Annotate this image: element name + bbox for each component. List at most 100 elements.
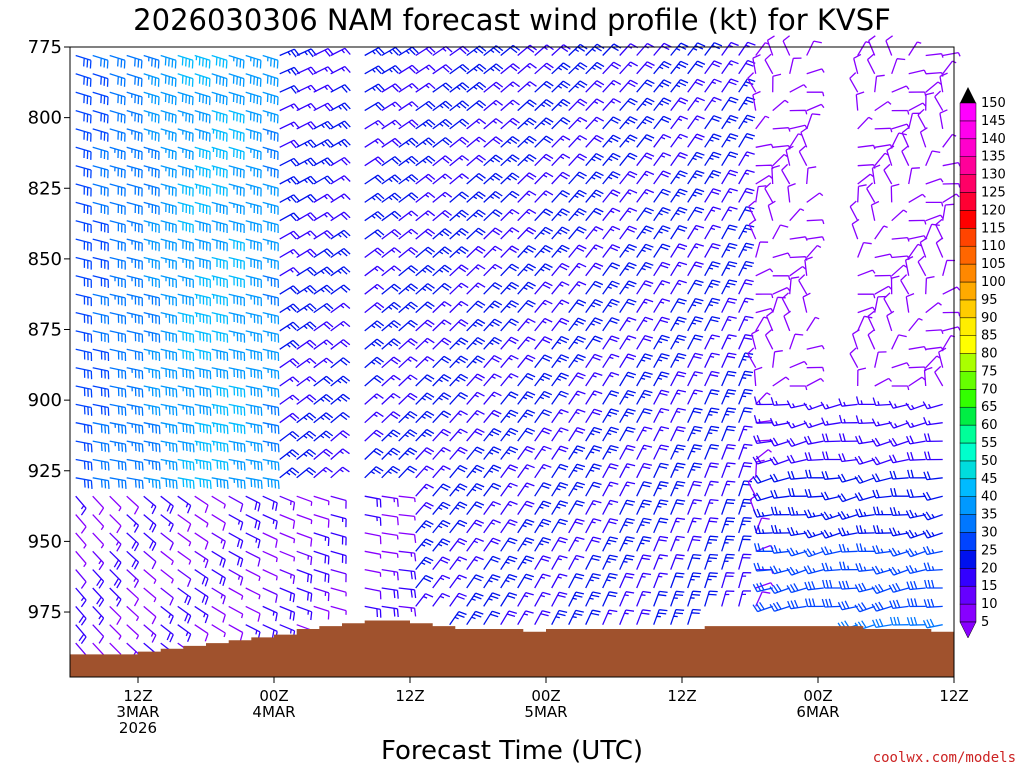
wind-barb [534,445,552,460]
wind-barb [636,207,654,222]
wind-barb [820,546,841,556]
wind-barb [483,610,501,626]
wind-barb [398,192,419,203]
wind-barb [568,62,588,75]
wind-barb [917,255,927,277]
wind-barb [279,303,300,314]
wind-barb [806,91,825,97]
wind-barb [330,47,351,57]
wind-barb [653,243,671,258]
wind-barb [449,264,469,277]
wind-barb [755,591,771,607]
wind-barb [449,592,467,607]
wind-barb [755,42,770,56]
wind-barb [398,174,419,185]
wind-barb [160,532,174,551]
wind-barb [398,210,419,222]
colorbar-label: 55 [981,436,998,451]
wind-barb [517,154,537,167]
wind-barb [764,329,774,350]
wind-barb [160,550,174,566]
wind-barb [313,157,334,167]
wind-barb [653,609,668,625]
wind-barb [330,320,351,332]
wind-barb [296,102,317,112]
wind-barb [517,135,537,148]
wind-barb [619,572,635,589]
wind-barb [568,481,585,497]
wind-barb [687,444,703,460]
wind-barb [109,514,122,534]
wind-barb [381,447,401,460]
wind-barbs [75,35,961,663]
wind-barb [177,201,194,215]
wind-barb [245,275,262,288]
wind-barb [211,256,228,270]
wind-barb [415,556,434,571]
wind-barb [483,136,503,148]
wind-barb [851,329,860,350]
wind-barb [92,128,109,142]
wind-barb [891,385,910,391]
wind-barb [500,318,519,332]
wind-barb [75,54,92,69]
wind-barb [381,301,401,314]
colorbar-segment [959,353,977,372]
wind-barb [160,73,177,87]
wind-barb [755,517,770,534]
wind-barb [670,42,689,56]
wind-barb [568,335,586,350]
wind-barb [143,385,161,398]
wind-barb [753,396,773,406]
wind-barb [466,154,486,167]
colorbar-segment [959,478,977,497]
colorbar-label: 65 [981,400,998,415]
wind-barb [483,574,501,589]
wind-barb [653,42,672,56]
wind-barb [432,264,452,277]
wind-barb [670,133,688,148]
wind-barb [483,190,503,203]
wind-barb [415,319,435,332]
wind-barb [568,372,586,387]
wind-barb [704,498,719,515]
colorbar-segment [959,317,977,336]
wind-barb [517,62,537,75]
wind-barb [802,292,811,313]
wind-barb [551,463,569,479]
wind-barb [874,377,892,387]
wind-barb [194,532,209,550]
wind-barb [890,183,900,203]
wind-barb [755,307,774,314]
wind-barb [619,389,636,405]
wind-barb [619,243,637,258]
wind-barb [687,42,706,56]
wind-barb [109,293,126,307]
wind-barb [381,411,401,424]
wind-barb [381,338,401,350]
wind-barb [721,297,738,313]
wind-barb [857,144,876,150]
wind-barb [330,247,351,259]
wind-barb [177,605,192,624]
wind-barb [109,220,126,233]
wind-barb [75,532,87,549]
colorbar-label: 35 [981,508,998,523]
wind-barb [262,311,280,325]
wind-barb [551,518,568,534]
wind-barb [772,73,782,93]
wind-barb [755,459,765,478]
wind-barb [704,407,720,423]
wind-barb [245,183,262,197]
wind-barb [925,329,944,335]
wind-barb [837,510,858,521]
wind-barb [143,458,161,471]
wind-barb [279,321,300,332]
wind-barb [517,245,537,258]
wind-barb [177,73,194,87]
wind-barb [585,609,601,625]
wind-barb [92,183,109,197]
wind-barb [177,422,195,435]
wind-barb [330,466,350,479]
wind-barb [917,108,927,130]
